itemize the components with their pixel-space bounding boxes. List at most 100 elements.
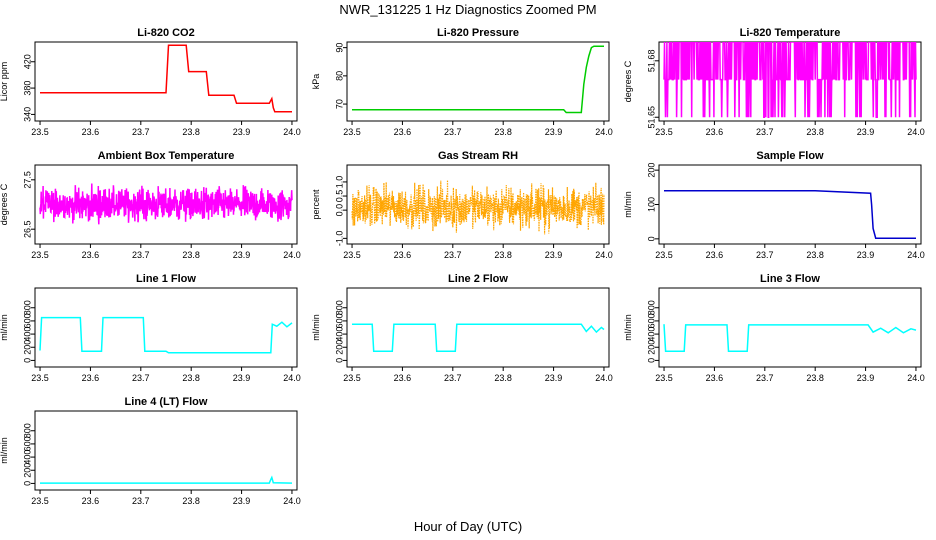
plot-frame-line1	[34, 287, 298, 368]
y-tick-label: 1.0	[334, 176, 344, 189]
panel-title-line3: Line 3 Flow	[760, 273, 820, 285]
plot-frame-line4	[34, 410, 298, 491]
x-tick-label: 23.7	[756, 373, 774, 383]
y-tick-label: 800	[22, 300, 32, 315]
x-tick-label: 23.6	[706, 127, 724, 137]
y-tick-label: 0	[22, 358, 32, 363]
series-line-pressure	[352, 45, 604, 114]
x-tick-label: 23.9	[233, 127, 251, 137]
x-tick-label: 23.8	[806, 250, 824, 260]
panel-title-co2: Li-820 CO2	[137, 27, 194, 39]
panel-pressure: Li-820 Pressure kPa 23.5 23.6 23.7 23.8 23.9 24…	[311, 27, 613, 137]
x-tick-label: 24.0	[595, 373, 613, 383]
x-tick-label: 23.6	[706, 250, 724, 260]
y-tick-label: 0	[646, 358, 656, 363]
x-tick-label: 23.8	[806, 373, 824, 383]
panel-line2: Line 2 Flow ml/min 23.5 23.6 23.7 23.8 23.9 24.…	[311, 273, 613, 383]
y-tick-label: 100	[646, 197, 656, 212]
y-tick-label: 27.5	[22, 171, 32, 189]
x-tick-label: 23.9	[857, 373, 875, 383]
y-tick-label: 0.0	[334, 204, 344, 217]
x-tick-label: 24.0	[283, 127, 301, 137]
x-tick-label: 23.6	[82, 250, 100, 260]
series-line-line3	[663, 324, 917, 352]
x-tick-label: 23.8	[182, 496, 200, 506]
panel-title-boxtemp: Ambient Box Temperature	[98, 150, 235, 162]
plot-frame-line2	[346, 287, 610, 368]
series-line-boxtemp	[39, 183, 293, 225]
plot-frame-line3	[658, 287, 922, 368]
x-tick-label: 23.5	[343, 373, 361, 383]
y-tick-label: 200	[22, 340, 32, 355]
x-tick-label: 24.0	[907, 127, 925, 137]
panel-rh: Gas Stream RH percent 23.5 23.6 23.7 23.8 23.9…	[311, 150, 613, 260]
y-tick-label: 800	[646, 300, 656, 315]
plot-frame-pressure	[346, 41, 610, 122]
x-tick-label: 23.7	[132, 496, 150, 506]
series-line-rh	[351, 180, 605, 235]
x-tick-label: 23.7	[132, 250, 150, 260]
x-tick-label: 23.6	[394, 250, 412, 260]
x-tick-label: 23.8	[806, 127, 824, 137]
panel-line4: Line 4 (LT) Flow ml/min 23.5 23.6 23.7 23.8 23…	[0, 396, 301, 506]
y-tick-label: 800	[334, 300, 344, 315]
panel-title-li820temp: Li-820 Temperature	[740, 27, 841, 39]
x-tick-label: 23.7	[132, 373, 150, 383]
y-axis-label-line2: ml/min	[311, 314, 321, 341]
y-tick-label: 600	[646, 313, 656, 328]
panel-boxtemp: Ambient Box Temperature degrees C 23.5 23.6…	[0, 150, 301, 260]
panel-title-rh: Gas Stream RH	[438, 150, 518, 162]
panel-title-line4: Line 4 (LT) Flow	[125, 396, 208, 408]
y-tick-label: 400	[22, 450, 32, 465]
y-tick-label: 0	[22, 481, 32, 486]
x-tick-label: 23.9	[857, 250, 875, 260]
x-tick-label: 23.9	[545, 373, 563, 383]
x-tick-label: 23.7	[444, 373, 462, 383]
figure-title: NWR_131225 1 Hz Diagnostics Zoomed PM	[339, 2, 596, 17]
series-line-co2	[40, 44, 292, 113]
panel-sampleflow: Sample Flow ml/min 23.5 23.6 23.7 23.8 23.9 24.…	[623, 150, 925, 260]
x-tick-label: 23.9	[545, 250, 563, 260]
y-tick-label: 51.68	[646, 50, 656, 73]
x-tick-label: 24.0	[283, 250, 301, 260]
panel-line3: Line 3 Flow ml/min 23.5 23.6 23.7 23.8 23.9 24.…	[623, 273, 925, 383]
panel-co2: Li-820 CO2 Licor ppm 23.5 23.6 23.7 23.8 23.9 2…	[0, 27, 301, 137]
plot-frame-sampleflow	[658, 164, 922, 245]
x-tick-label: 23.9	[545, 127, 563, 137]
y-tick-label: 80	[334, 71, 344, 81]
y-axis-label-rh: percent	[311, 189, 321, 220]
x-tick-label: 23.5	[343, 127, 361, 137]
x-tick-label: 23.5	[343, 250, 361, 260]
x-tick-label: 24.0	[283, 373, 301, 383]
figure-x-axis-label: Hour of Day (UTC)	[414, 519, 522, 534]
y-tick-label: 0	[646, 236, 656, 241]
y-tick-label: 90	[334, 43, 344, 53]
y-tick-label: 600	[334, 313, 344, 328]
y-tick-label: 400	[334, 327, 344, 342]
x-tick-label: 23.7	[756, 127, 774, 137]
x-tick-label: 23.8	[182, 127, 200, 137]
x-tick-label: 24.0	[595, 127, 613, 137]
x-tick-label: 23.7	[444, 127, 462, 137]
x-tick-label: 23.9	[233, 496, 251, 506]
series-line-line2	[352, 323, 605, 352]
x-tick-label: 23.8	[494, 373, 512, 383]
series-line-line1	[39, 316, 293, 354]
panel-line1: Line 1 Flow ml/min 23.5 23.6 23.7 23.8 23.9 24.…	[0, 273, 301, 383]
chart-panels: Li-820 CO2 Licor ppm 23.5 23.6 23.7 23.8 23.9 2…	[0, 27, 925, 506]
x-tick-label: 23.5	[31, 373, 49, 383]
y-axis-label-li820temp: degrees C	[623, 60, 633, 102]
x-tick-label: 23.5	[31, 496, 49, 506]
series-line-li820temp	[663, 42, 917, 118]
y-axis-label-co2: Licor ppm	[0, 62, 9, 102]
y-tick-label: 200	[334, 340, 344, 355]
x-tick-label: 23.5	[655, 250, 673, 260]
x-tick-label: 23.8	[182, 250, 200, 260]
y-tick-label: 26.5	[22, 220, 32, 238]
x-tick-label: 23.6	[706, 373, 724, 383]
y-axis-label-sampleflow: ml/min	[623, 191, 633, 218]
x-tick-label: 24.0	[907, 373, 925, 383]
y-tick-label: 70	[334, 99, 344, 109]
